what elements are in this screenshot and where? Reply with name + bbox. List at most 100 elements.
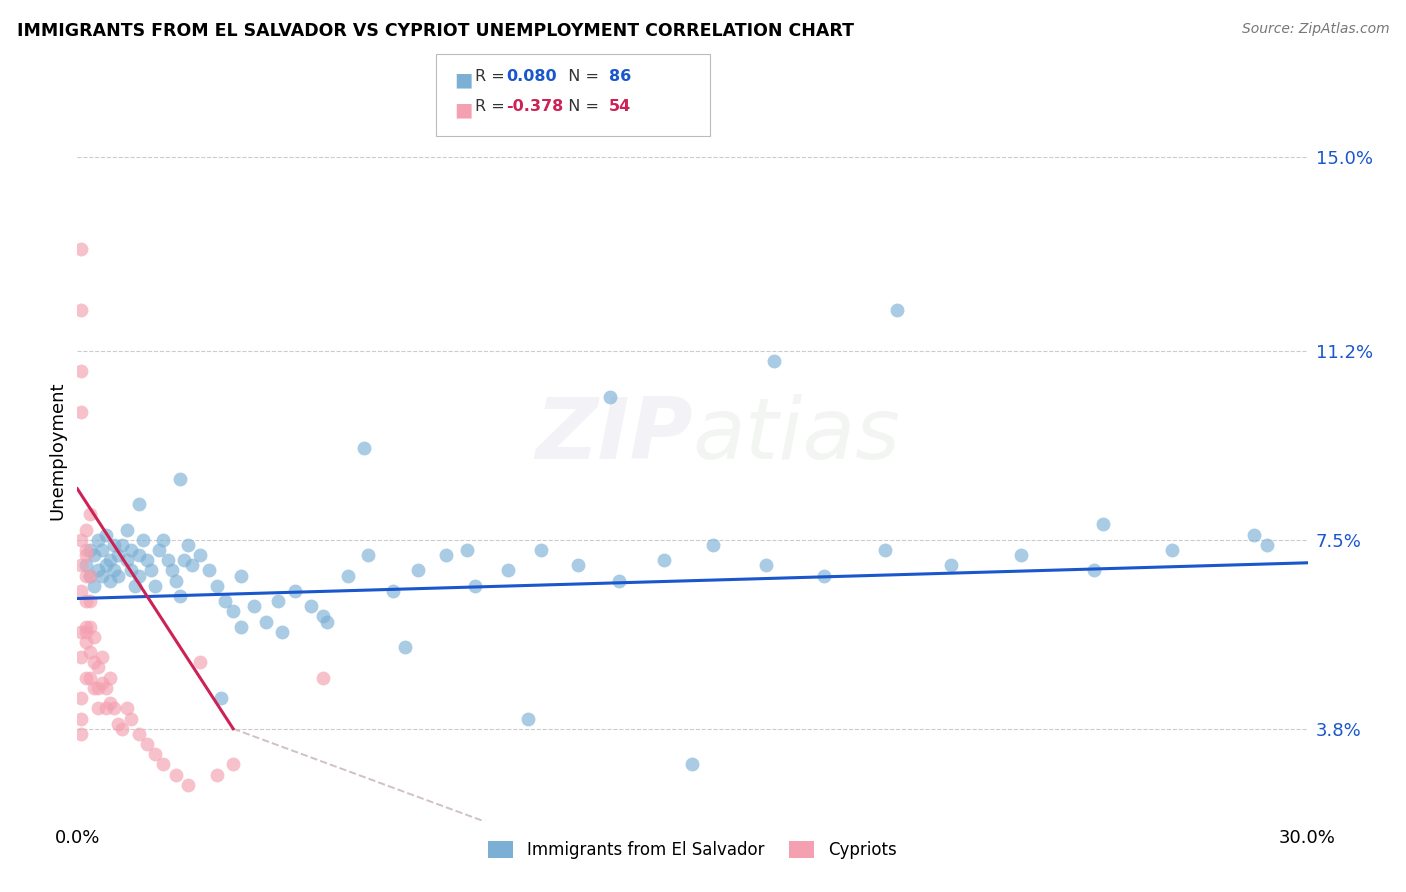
Point <box>115 523 138 537</box>
Text: 54: 54 <box>609 99 631 114</box>
Text: 0.080: 0.080 <box>506 69 557 84</box>
Point <box>83 656 105 670</box>
Point <box>205 767 228 781</box>
Point <box>222 757 245 772</box>
Point <box>939 558 962 573</box>
Point <box>79 508 101 522</box>
Point <box>567 558 589 573</box>
Point <box>394 640 416 654</box>
Point <box>177 538 200 552</box>
Point <box>813 568 835 582</box>
Point <box>177 778 200 792</box>
Point <box>165 767 187 781</box>
Text: -0.378: -0.378 <box>506 99 564 114</box>
Point <box>152 757 174 772</box>
Point <box>75 558 97 573</box>
Point <box>79 619 101 633</box>
Point <box>267 594 290 608</box>
Point <box>436 548 458 562</box>
Point <box>160 564 183 578</box>
Point <box>464 579 486 593</box>
Point <box>1161 543 1184 558</box>
Point <box>111 538 134 552</box>
Point <box>165 574 187 588</box>
Text: N =: N = <box>558 69 605 84</box>
Point <box>115 553 138 567</box>
Y-axis label: Unemployment: Unemployment <box>48 381 66 520</box>
Point <box>169 589 191 603</box>
Point <box>231 619 253 633</box>
Point <box>70 364 93 378</box>
Point <box>94 701 117 715</box>
Point <box>875 543 897 558</box>
Point <box>299 599 322 614</box>
Legend: Immigrants from El Salvador, Cypriots: Immigrants from El Salvador, Cypriots <box>482 834 903 865</box>
Point <box>94 558 117 573</box>
Point <box>181 558 204 573</box>
Point <box>87 564 110 578</box>
Point <box>115 701 138 715</box>
Point <box>70 583 93 598</box>
Point <box>652 553 675 567</box>
Point <box>496 564 519 578</box>
Point <box>188 656 212 670</box>
Text: ZIP: ZIP <box>534 394 693 477</box>
Point <box>1091 517 1114 532</box>
Point <box>75 594 97 608</box>
Point <box>120 543 142 558</box>
Point <box>79 568 101 582</box>
Point <box>755 558 778 573</box>
Point <box>98 553 121 567</box>
Point <box>231 568 253 582</box>
Point <box>156 553 179 567</box>
Point <box>254 615 277 629</box>
Point <box>83 548 105 562</box>
Text: R =: R = <box>475 69 510 84</box>
Point <box>94 527 117 541</box>
Point <box>128 548 150 562</box>
Point <box>79 645 101 659</box>
Point <box>222 604 245 618</box>
Point <box>132 533 155 547</box>
Point <box>107 716 129 731</box>
Point <box>214 594 236 608</box>
Point <box>90 650 114 665</box>
Point <box>87 660 110 674</box>
Point <box>75 568 97 582</box>
Point <box>357 548 380 562</box>
Point <box>103 701 125 715</box>
Point <box>886 303 908 318</box>
Point <box>599 390 621 404</box>
Point <box>75 548 97 562</box>
Point <box>312 609 335 624</box>
Point <box>103 538 125 552</box>
Point <box>70 691 93 706</box>
Point <box>111 722 134 736</box>
Point <box>316 615 339 629</box>
Point <box>79 568 101 582</box>
Point <box>79 543 101 558</box>
Point <box>136 553 159 567</box>
Point <box>197 564 219 578</box>
Point <box>284 583 307 598</box>
Point <box>763 354 786 368</box>
Point <box>70 727 93 741</box>
Text: Source: ZipAtlas.com: Source: ZipAtlas.com <box>1241 22 1389 37</box>
Point <box>90 543 114 558</box>
Point <box>70 558 93 573</box>
Point <box>70 650 93 665</box>
Point <box>209 691 232 706</box>
Point <box>94 681 117 695</box>
Point <box>682 757 704 772</box>
Point <box>120 564 142 578</box>
Point <box>1256 538 1278 552</box>
Point <box>124 579 146 593</box>
Text: N =: N = <box>558 99 605 114</box>
Point <box>70 405 93 419</box>
Point <box>382 583 405 598</box>
Text: atias: atias <box>693 394 900 477</box>
Point <box>128 568 150 582</box>
Point <box>87 533 110 547</box>
Point <box>79 594 101 608</box>
Point <box>1243 527 1265 541</box>
